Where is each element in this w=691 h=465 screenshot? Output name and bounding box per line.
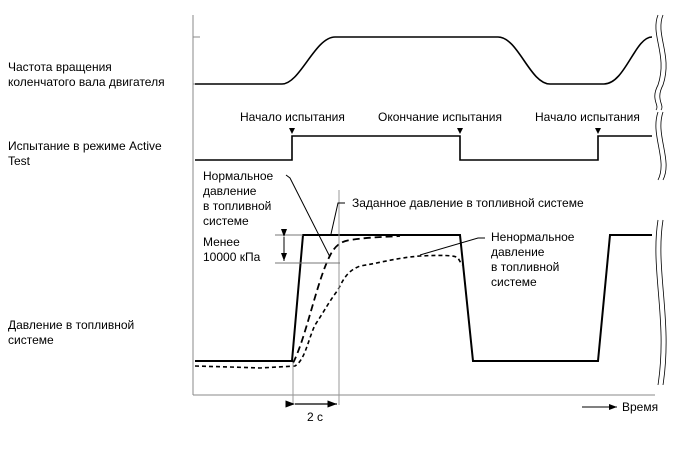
rpm-label: Частота вращения коленчатого вала двигате… (8, 60, 165, 89)
break-marks (654, 14, 667, 386)
rpm-curve (195, 36, 653, 85)
end-marker (457, 128, 463, 134)
normal-pressure-curve (292, 235, 401, 364)
time-axis-label: Время (622, 400, 659, 414)
start-marker-1 (289, 128, 295, 134)
active-test-signal (195, 135, 652, 161)
duration-label: 2 с (307, 410, 324, 424)
abnormal-pressure-curve (194, 254, 463, 369)
start-label-2: Начало испытания (535, 110, 640, 124)
active-test-label: Испытание в режиме Active Test (8, 139, 162, 168)
start-marker-2 (595, 128, 601, 134)
less-than-label: Менее 10000 кПа (203, 235, 261, 264)
target-pressure-label: Заданное давление в топливной системе (352, 196, 584, 210)
target-pressure-line (195, 234, 652, 362)
start-label-1: Начало испытания (240, 110, 345, 124)
normal-pressure-label: Нормальное давление в топливной системе (203, 169, 274, 228)
pressure-label: Давление в топливной системе (8, 318, 135, 347)
abnormal-pressure-label: Ненормальное давление в топливной системе (491, 230, 575, 289)
end-label: Окончание испытания (378, 110, 502, 124)
